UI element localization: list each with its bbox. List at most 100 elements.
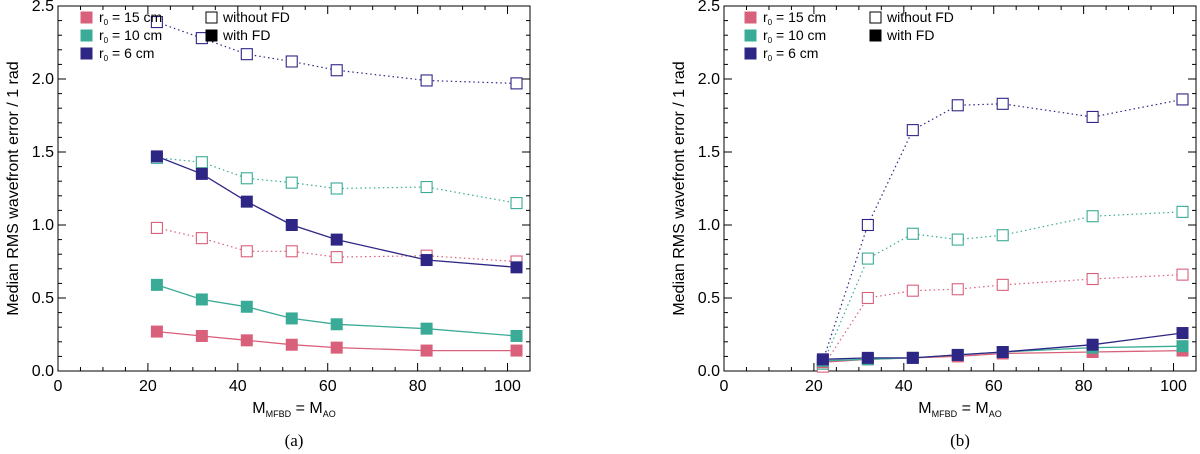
plot-frame [57,5,531,372]
legend-label: r0 = 15 cm [763,9,826,27]
y-axis-label: Median RMS wavefront error / 1 rad [671,61,688,315]
data-point-open [420,180,433,194]
x-tick-label: 60 [985,378,1003,395]
y-tick-label: 1.0 [698,217,720,234]
x-axis-label: MMFBD = MAO [918,400,1001,419]
data-point-open [420,74,433,87]
data-point-open [1086,210,1099,223]
data-point-open [285,245,298,258]
data-point-filled [510,261,523,274]
data-point-filled [285,338,298,351]
data-point-open [951,283,964,296]
x-tick-label: 80 [409,378,427,395]
legend-swatch [744,29,757,42]
data-point-filled [861,351,874,364]
y-tick-label: 1.5 [698,144,720,161]
data-point-filled [1176,327,1189,340]
panel-caption: (b) [950,431,970,450]
data-point-open [951,233,964,246]
legend-open-marker [869,11,882,24]
data-point-open [150,221,163,234]
data-point-filled [420,344,433,357]
y-tick-label: 1.0 [32,217,54,234]
data-point-open [996,229,1009,242]
y-tick-label: 2.5 [32,0,54,15]
data-point-filled [285,219,298,231]
data-point-filled [330,233,343,246]
x-tick-label: 40 [229,378,247,395]
data-point-open [861,291,874,305]
data-point-open [906,124,919,137]
data-point-filled [240,334,253,347]
data-point-filled [420,254,433,267]
y-tick-label: 0.5 [698,290,720,307]
data-point-open [195,232,208,245]
x-tick-label: 80 [1075,378,1093,395]
data-point-filled [330,341,343,354]
data-point-open [906,284,919,297]
data-point-open [285,176,298,189]
series-line-with-fd-5 [156,155,517,268]
data-point-open [195,156,208,169]
data-point-filled [510,344,523,357]
data-point-open [996,97,1009,110]
legend-label: r0 = 6 cm [763,45,818,63]
data-point-filled [510,329,523,342]
legend-swatch [80,47,93,60]
legend-swatch [80,11,93,24]
legend-label: r0 = 15 cm [99,9,162,27]
legend-label: r0 = 10 cm [99,27,162,45]
legend-swatch [744,47,757,60]
legend-label: r0 = 6 cm [99,45,154,63]
y-tick-label: 2.0 [698,71,720,88]
data-point-filled [240,300,253,313]
data-point-open [240,245,253,258]
chart-panel-2: 0 20 40 60 80 100 0.0 0.5 1.0 1.5 2.0 2.5 Median RMS… [671,0,1197,450]
y-axis-label: Median RMS wavefront error / 1 rad [5,61,22,315]
data-point-open [240,172,253,185]
y-tick-label: 0.0 [32,363,54,380]
data-point-filled [195,329,208,342]
legend-label: r0 = 10 cm [763,27,826,45]
legend-open-marker [205,11,218,24]
data-point-open [1176,205,1189,218]
data-point-filled [1176,340,1189,353]
y-tick-label: 1.5 [32,144,54,161]
x-tick-label: 40 [895,378,913,395]
data-point-filled [285,312,298,325]
data-point-open [330,64,343,77]
x-tick-label: 100 [494,378,521,395]
data-point-open [951,99,964,112]
plot-frame [723,5,1197,372]
legend-style-label: without FD [886,9,954,25]
legend-style-label: without FD [222,9,290,25]
legend-filled-marker [869,29,882,42]
data-point-filled [195,167,208,180]
y-tick-label: 2.5 [698,0,720,15]
data-point-open [240,48,253,61]
legend-swatch [80,29,93,42]
legend-swatch [744,11,757,24]
panel-caption: (a) [285,431,304,450]
data-point-open [330,251,343,264]
data-point-filled [1086,338,1099,351]
data-point-filled [420,322,433,335]
data-point-filled [240,195,253,208]
legend-filled-marker [205,29,218,42]
data-point-filled [996,346,1009,359]
data-point-filled [906,351,919,364]
data-point-open [1176,268,1189,281]
y-tick-label: 2.0 [32,71,54,88]
legend-style-label: with FD [886,27,934,43]
x-tick-label: 20 [805,378,823,395]
data-point-filled [816,353,829,366]
data-point-filled [951,348,964,361]
data-point-open [285,55,298,68]
data-point-filled [330,318,343,331]
data-point-filled [195,293,208,306]
y-tick-label: 0.5 [32,290,54,307]
data-point-open [861,218,874,232]
data-point-open [1176,93,1189,106]
